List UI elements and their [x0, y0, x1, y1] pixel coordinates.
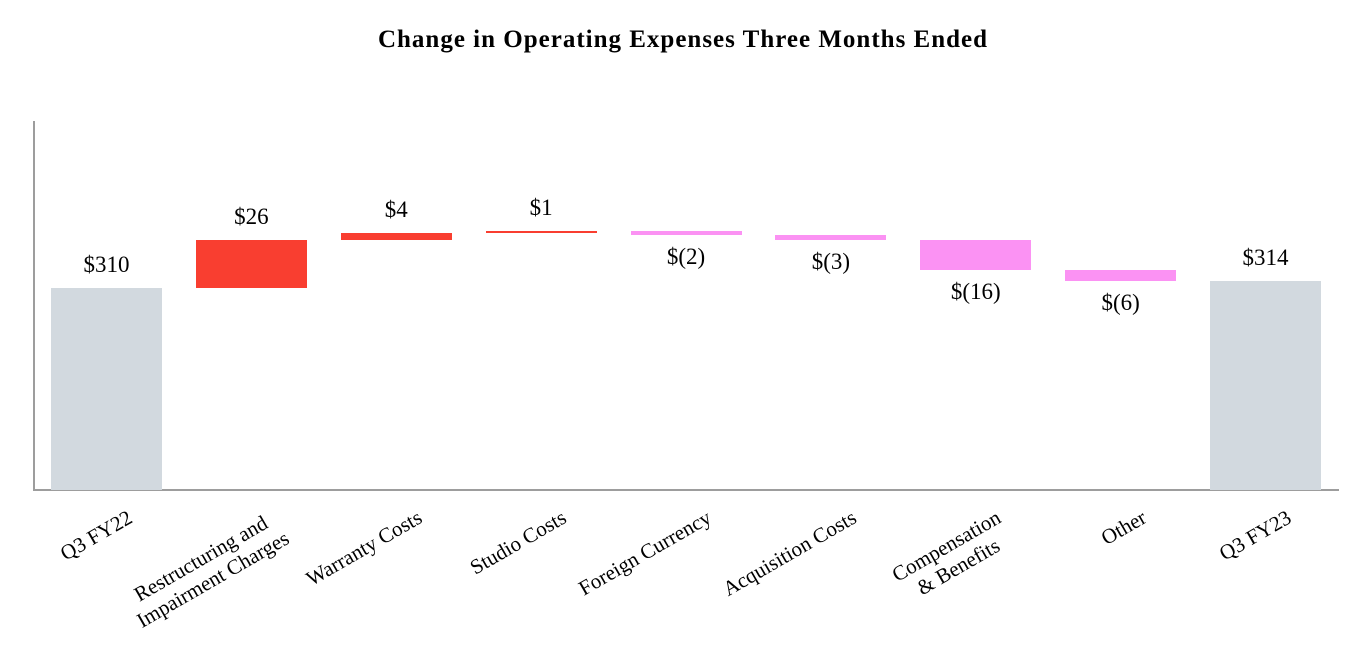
bar-q3-fy22 — [50, 288, 162, 490]
bar-restructuring-and-impairment-charges — [195, 240, 307, 289]
x-axis-line — [33, 489, 1339, 491]
chart-title: Change in Operating Expenses Three Month… — [377, 26, 989, 53]
data-label-warranty-costs: $4 — [384, 197, 408, 223]
bar-other — [1065, 269, 1177, 281]
data-label-compensation-benefits: $(16) — [950, 278, 1001, 304]
data-label-studio-costs: $1 — [529, 195, 553, 221]
x-label-q3-fy23: Q3 FY23 — [1214, 505, 1296, 566]
data-label-acquisition-costs: $(3) — [811, 249, 851, 275]
bar-compensation-benefits — [920, 240, 1032, 270]
bar-foreign-currency — [630, 231, 742, 235]
data-label-foreign-currency: $(2) — [666, 243, 706, 269]
data-label-q3-fy23: $314 — [1242, 244, 1289, 270]
x-label-wrap-q3-fy23: Q3 FY23 — [0, 505, 1295, 565]
bar-studio-costs — [485, 231, 597, 234]
y-axis-line — [33, 121, 35, 491]
data-label-q3-fy22: $310 — [83, 252, 130, 278]
data-label-other: $(6) — [1101, 289, 1140, 315]
data-label-restructuring-and-impairment-charges: $26 — [234, 204, 269, 230]
bar-q3-fy23 — [1210, 280, 1322, 490]
bar-warranty-costs — [340, 233, 452, 241]
bar-acquisition-costs — [775, 234, 887, 241]
